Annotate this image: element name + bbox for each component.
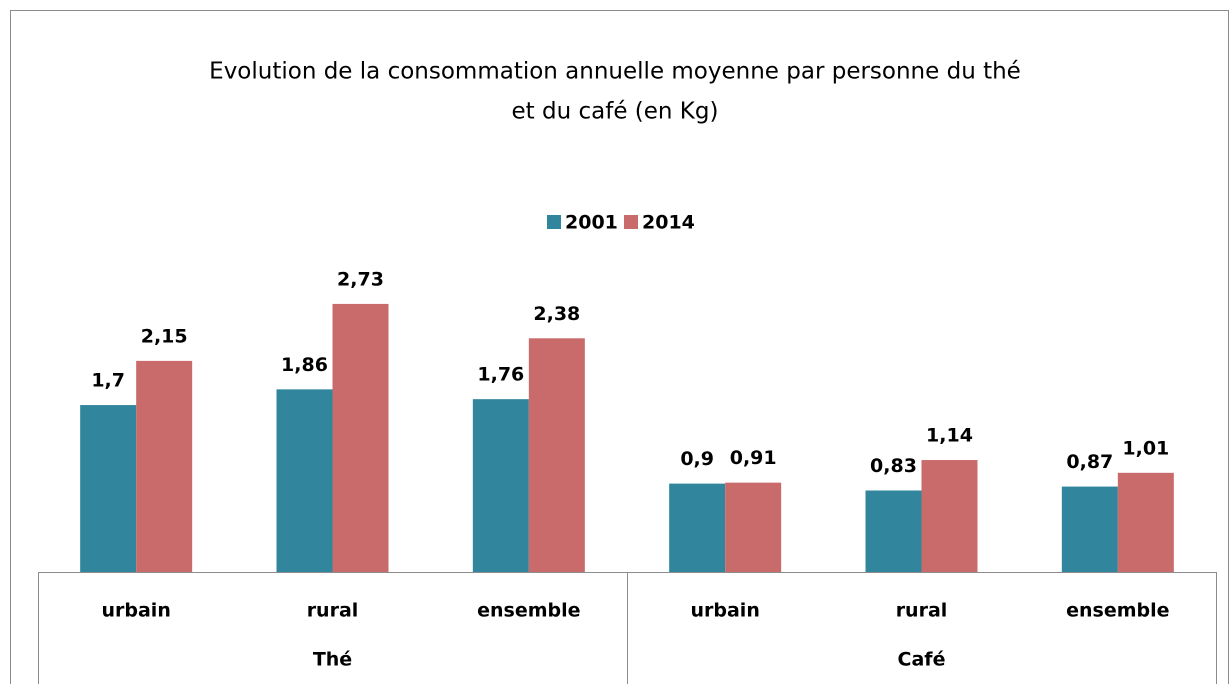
bar xyxy=(528,338,585,572)
bar xyxy=(921,460,978,572)
legend-label: 2001 xyxy=(565,212,618,234)
chart-title: et du café (en Kg) xyxy=(512,99,719,125)
data-label: 1,86 xyxy=(281,354,328,376)
chart-title: Evolution de la consommation annuelle mo… xyxy=(209,59,1021,85)
legend-swatch xyxy=(547,215,561,229)
bar xyxy=(669,483,726,572)
data-label: 0,91 xyxy=(730,447,777,469)
bar xyxy=(80,405,137,572)
data-label: 0,9 xyxy=(680,448,714,470)
x-tick-label: urbain xyxy=(101,600,170,622)
x-tick-label: ensemble xyxy=(1066,600,1169,622)
data-label: 1,14 xyxy=(926,425,973,447)
data-label: 2,38 xyxy=(533,303,580,325)
data-label: 0,83 xyxy=(870,455,917,477)
group-label: Thé xyxy=(313,649,352,671)
group-label: Café xyxy=(898,649,946,671)
x-tick-label: rural xyxy=(307,600,359,622)
bar xyxy=(725,482,782,572)
data-label: 2,15 xyxy=(141,325,188,347)
bar xyxy=(276,389,333,572)
x-tick-label: ensemble xyxy=(477,600,580,622)
bar xyxy=(865,490,922,572)
data-label: 0,87 xyxy=(1066,451,1113,473)
data-label: 1,01 xyxy=(1122,437,1169,459)
x-tick-label: urbain xyxy=(690,600,759,622)
data-label: 2,73 xyxy=(337,268,384,290)
chart-border xyxy=(10,10,1229,684)
bar xyxy=(472,399,529,572)
legend-label: 2014 xyxy=(642,212,695,234)
bar xyxy=(1117,472,1174,572)
data-label: 1,7 xyxy=(91,370,125,392)
bar xyxy=(136,360,193,572)
x-tick-label: rural xyxy=(896,600,948,622)
data-label: 1,76 xyxy=(477,364,524,386)
legend-swatch xyxy=(624,215,638,229)
bar xyxy=(1061,486,1118,572)
bar xyxy=(332,303,389,572)
